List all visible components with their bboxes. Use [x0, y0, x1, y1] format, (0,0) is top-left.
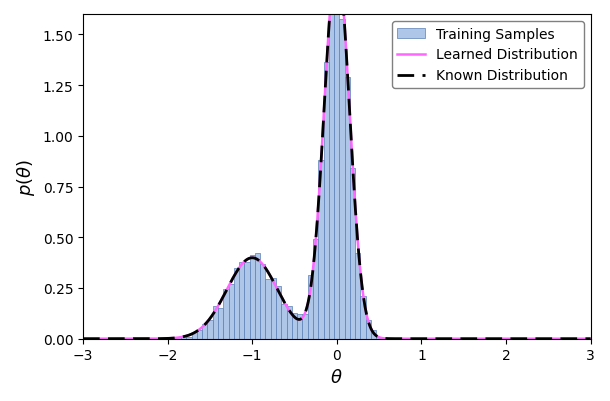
Bar: [271, 278, 276, 339]
Bar: [213, 306, 218, 339]
Bar: [249, 255, 255, 339]
Bar: [181, 336, 186, 339]
Bar: [207, 320, 213, 339]
Known Distribution: [79, 336, 87, 341]
Bar: [170, 338, 176, 339]
Line: Known Distribution: Known Distribution: [83, 0, 590, 339]
Bar: [323, 63, 329, 339]
Bar: [334, 0, 339, 339]
Learned Distribution: [428, 336, 436, 341]
X-axis label: $\theta$: $\theta$: [331, 368, 343, 386]
Known Distribution: [587, 336, 594, 341]
Learned Distribution: [485, 336, 492, 341]
Bar: [297, 314, 303, 339]
Bar: [265, 279, 271, 339]
Bar: [292, 314, 297, 339]
Bar: [192, 332, 197, 339]
Legend: Training Samples, Learned Distribution, Known Distribution: Training Samples, Learned Distribution, …: [392, 22, 584, 89]
Bar: [329, 0, 334, 339]
Bar: [307, 275, 313, 339]
Bar: [350, 168, 355, 339]
Bar: [186, 338, 192, 339]
Bar: [255, 254, 260, 339]
Bar: [223, 289, 229, 339]
Learned Distribution: [79, 336, 87, 341]
Known Distribution: [131, 336, 138, 341]
Learned Distribution: [476, 336, 483, 341]
Bar: [245, 262, 249, 339]
Bar: [197, 330, 202, 339]
Learned Distribution: [285, 307, 292, 312]
Bar: [355, 254, 361, 339]
Bar: [376, 337, 382, 339]
Bar: [260, 264, 265, 339]
Learned Distribution: [303, 306, 310, 311]
Bar: [276, 286, 281, 339]
Bar: [218, 308, 223, 339]
Bar: [239, 262, 245, 339]
Known Distribution: [285, 307, 292, 312]
Bar: [287, 306, 292, 339]
Bar: [318, 160, 323, 339]
Known Distribution: [485, 336, 492, 341]
Bar: [345, 77, 350, 339]
Learned Distribution: [131, 336, 138, 341]
Bar: [281, 304, 287, 339]
Bar: [371, 330, 376, 339]
Y-axis label: $p(\theta)$: $p(\theta)$: [15, 158, 37, 195]
Bar: [176, 338, 181, 339]
Known Distribution: [476, 336, 483, 341]
Bar: [229, 284, 234, 339]
Bar: [339, 20, 345, 339]
Bar: [202, 324, 207, 339]
Bar: [303, 314, 307, 339]
Bar: [366, 320, 371, 339]
Bar: [361, 296, 366, 339]
Bar: [234, 269, 239, 339]
Bar: [313, 239, 318, 339]
Known Distribution: [303, 306, 310, 311]
Learned Distribution: [587, 336, 594, 341]
Line: Learned Distribution: Learned Distribution: [83, 0, 590, 339]
Known Distribution: [428, 336, 436, 341]
